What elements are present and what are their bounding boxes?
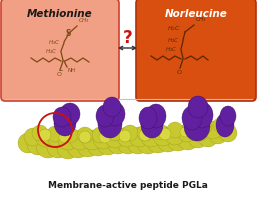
Circle shape — [97, 133, 119, 155]
Circle shape — [57, 137, 79, 159]
Text: Methionine: Methionine — [27, 9, 93, 19]
Circle shape — [198, 120, 212, 134]
Ellipse shape — [182, 106, 202, 130]
Circle shape — [117, 127, 137, 147]
Ellipse shape — [54, 110, 76, 136]
Circle shape — [204, 121, 222, 139]
Circle shape — [27, 133, 49, 155]
Circle shape — [180, 127, 190, 137]
FancyBboxPatch shape — [1, 0, 119, 101]
Circle shape — [93, 129, 113, 149]
Circle shape — [36, 134, 60, 158]
Circle shape — [153, 126, 173, 146]
Text: $H_2C$: $H_2C$ — [167, 25, 181, 33]
Ellipse shape — [53, 107, 71, 127]
Circle shape — [79, 131, 91, 143]
Circle shape — [119, 130, 131, 142]
Circle shape — [36, 129, 54, 147]
Text: O: O — [57, 72, 61, 77]
Text: $CH_3$: $CH_3$ — [195, 15, 207, 24]
Circle shape — [178, 124, 196, 142]
Circle shape — [198, 127, 218, 147]
Circle shape — [62, 127, 78, 143]
Circle shape — [87, 134, 109, 156]
Text: S: S — [65, 29, 71, 38]
Circle shape — [127, 132, 149, 154]
Ellipse shape — [220, 106, 236, 126]
Ellipse shape — [146, 104, 166, 128]
Ellipse shape — [139, 107, 157, 129]
Ellipse shape — [105, 102, 125, 126]
Circle shape — [191, 123, 209, 141]
Circle shape — [39, 129, 51, 141]
Circle shape — [129, 127, 149, 147]
Text: Norleucine: Norleucine — [165, 9, 227, 19]
Circle shape — [99, 131, 111, 143]
Circle shape — [92, 127, 108, 143]
Circle shape — [77, 135, 99, 157]
Circle shape — [217, 120, 233, 136]
Circle shape — [67, 136, 89, 158]
Text: ?: ? — [123, 29, 132, 47]
Circle shape — [157, 130, 179, 152]
Circle shape — [82, 130, 102, 150]
Circle shape — [152, 124, 168, 140]
Ellipse shape — [98, 110, 122, 138]
Text: $H_2C$: $H_2C$ — [168, 37, 180, 45]
Circle shape — [159, 128, 171, 140]
Circle shape — [24, 128, 42, 146]
Circle shape — [122, 125, 138, 141]
Text: Membrane-active peptide PGLa: Membrane-active peptide PGLa — [48, 180, 208, 190]
Circle shape — [182, 121, 198, 137]
Text: $CH_3$: $CH_3$ — [78, 16, 90, 25]
Ellipse shape — [191, 102, 213, 128]
Circle shape — [177, 128, 199, 150]
Ellipse shape — [184, 111, 210, 141]
Circle shape — [47, 126, 63, 142]
Ellipse shape — [103, 97, 121, 117]
Circle shape — [188, 128, 208, 148]
Circle shape — [167, 129, 189, 151]
Text: O: O — [177, 70, 181, 75]
Circle shape — [141, 127, 161, 147]
Circle shape — [58, 130, 78, 150]
Circle shape — [107, 125, 123, 141]
Circle shape — [107, 132, 129, 154]
Circle shape — [77, 127, 93, 143]
Circle shape — [70, 130, 90, 150]
Circle shape — [167, 122, 183, 138]
Circle shape — [47, 136, 69, 158]
Circle shape — [137, 125, 153, 141]
Circle shape — [213, 118, 227, 132]
Circle shape — [59, 131, 71, 143]
Circle shape — [48, 130, 66, 148]
Ellipse shape — [188, 96, 208, 118]
Circle shape — [219, 124, 237, 142]
Ellipse shape — [60, 103, 80, 125]
Circle shape — [32, 125, 48, 141]
Ellipse shape — [216, 113, 234, 137]
Circle shape — [137, 132, 159, 154]
Circle shape — [117, 132, 139, 154]
Circle shape — [209, 126, 227, 144]
Circle shape — [147, 131, 169, 153]
Circle shape — [105, 128, 125, 148]
Circle shape — [165, 125, 185, 145]
Ellipse shape — [96, 105, 114, 127]
Text: NH: NH — [68, 68, 76, 73]
FancyBboxPatch shape — [136, 0, 256, 101]
Circle shape — [139, 129, 151, 141]
Text: $H_2C$: $H_2C$ — [48, 39, 61, 47]
Ellipse shape — [141, 112, 163, 138]
Text: $H_2C$: $H_2C$ — [166, 46, 178, 54]
Circle shape — [18, 133, 38, 153]
Text: $H_2C$: $H_2C$ — [45, 48, 58, 56]
